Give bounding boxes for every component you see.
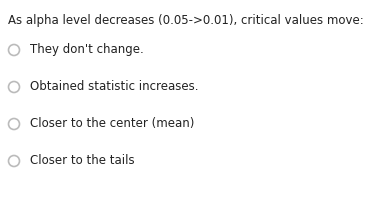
- Text: As alpha level decreases (0.05->0.01), critical values move:: As alpha level decreases (0.05->0.01), c…: [8, 14, 364, 27]
- Text: Closer to the tails: Closer to the tails: [30, 155, 135, 167]
- Circle shape: [9, 82, 19, 93]
- Text: Obtained statistic increases.: Obtained statistic increases.: [30, 80, 198, 94]
- Circle shape: [9, 119, 19, 130]
- Circle shape: [9, 156, 19, 166]
- Circle shape: [9, 45, 19, 56]
- Text: They don't change.: They don't change.: [30, 43, 144, 57]
- Text: Closer to the center (mean): Closer to the center (mean): [30, 118, 194, 130]
